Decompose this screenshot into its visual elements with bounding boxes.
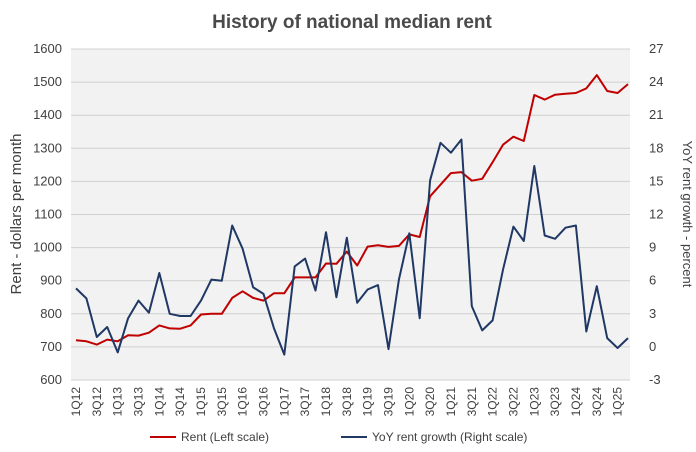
left-axis-tick-labels: 600 700 800 900 1000 1100 1200 1300 1400 1500 1600 [33, 41, 62, 387]
x-tick-label: 3Q13 [131, 387, 145, 417]
right-tick-label: 9 [649, 240, 656, 255]
right-tick-label: 21 [649, 107, 663, 122]
right-tick-label: 27 [649, 41, 663, 56]
x-tick-label: 3Q24 [590, 387, 604, 417]
x-tick-label: 1Q21 [444, 387, 458, 417]
x-tick-label: 1Q20 [402, 387, 416, 417]
legend-rent-label: Rent (Left scale) [181, 430, 269, 444]
right-tick-label: 18 [649, 140, 663, 155]
right-axis-tick-labels: -3 0 3 6 9 12 15 18 21 24 27 [649, 41, 663, 387]
left-tick-label: 1000 [33, 240, 62, 255]
x-tick-label: 1Q23 [527, 387, 541, 417]
x-tick-label: 1Q25 [611, 387, 625, 417]
left-tick-label: 1100 [34, 207, 62, 222]
x-tick-label: 3Q22 [506, 387, 520, 417]
x-tick-label: 1Q24 [569, 387, 583, 417]
yoy-growth-line [75, 138, 629, 356]
x-axis-tick-labels: 1Q12 3Q12 1Q13 3Q13 1Q14 3Q14 1Q15 3Q15 1Q16 3Q16… [69, 387, 625, 417]
left-tick-label: 1200 [33, 173, 62, 188]
x-tick-label: 3Q21 [465, 387, 479, 417]
left-tick-label: 900 [40, 273, 62, 288]
x-tick-label: 3Q12 [90, 387, 104, 417]
x-tick-label: 1Q22 [486, 387, 500, 417]
x-tick-label: 3Q19 [381, 387, 395, 417]
x-tick-label: 1Q12 [69, 387, 83, 417]
x-tick-label: 3Q18 [340, 387, 354, 417]
x-tick-label: 3Q16 [256, 387, 270, 417]
left-tick-label: 600 [40, 372, 62, 387]
left-tick-label: 700 [40, 339, 62, 354]
right-tick-label: 15 [649, 173, 663, 188]
rent-line [75, 74, 629, 346]
gridlines [71, 48, 630, 381]
left-tick-label: 1300 [33, 140, 62, 155]
chart-title: History of national median rent [212, 12, 492, 33]
right-tick-label: 12 [649, 207, 663, 222]
series-lines [75, 74, 629, 356]
x-tick-label: 1Q17 [277, 387, 291, 417]
right-tick-label: 3 [649, 306, 656, 321]
x-tick-label: 1Q19 [361, 387, 375, 417]
right-tick-label: -3 [649, 372, 661, 387]
left-tick-label: 1600 [33, 41, 62, 56]
left-axis-label: Rent - dollars per month [8, 134, 25, 295]
x-tick-label: 3Q20 [423, 387, 437, 417]
left-tick-label: 1400 [33, 107, 62, 122]
right-tick-label: 6 [649, 273, 656, 288]
x-tick-label: 3Q15 [215, 387, 229, 417]
x-tick-label: 3Q17 [298, 387, 312, 417]
x-tick-label: 1Q16 [236, 387, 250, 417]
right-axis-label: YoY rent growth - percent [680, 141, 695, 288]
x-tick-label: 1Q18 [319, 387, 333, 417]
x-tick-label: 1Q13 [111, 387, 125, 417]
right-tick-label: 0 [649, 339, 656, 354]
x-tick-label: 3Q23 [548, 387, 562, 417]
legend: Rent (Left scale) YoY rent growth (Right… [150, 430, 527, 444]
right-tick-label: 24 [649, 74, 663, 89]
x-tick-label: 1Q14 [152, 387, 166, 417]
left-tick-label: 800 [40, 306, 62, 321]
legend-yoy-label: YoY rent growth (Right scale) [372, 430, 527, 444]
x-tick-label: 3Q14 [173, 387, 187, 417]
left-tick-label: 1500 [33, 74, 62, 89]
x-tick-label: 1Q15 [194, 387, 208, 417]
